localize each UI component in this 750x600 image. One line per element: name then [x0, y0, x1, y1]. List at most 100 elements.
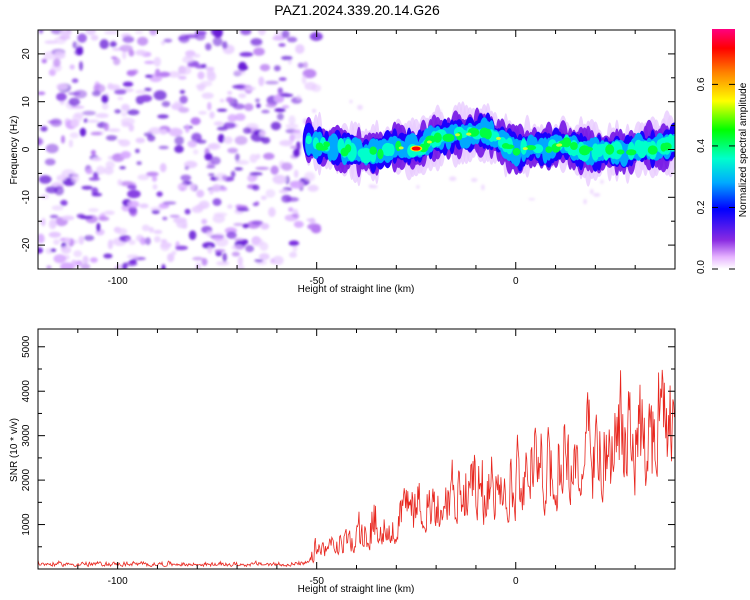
colorbar-tick-label: 0.0 [696, 260, 707, 274]
x-tick-label: -50 [309, 576, 324, 587]
noise-blob [234, 135, 248, 145]
noise-blob [245, 245, 255, 253]
signal-blob [323, 141, 330, 148]
noise-blob [60, 262, 74, 269]
noise-blob [277, 87, 283, 94]
noise-blob [270, 258, 275, 264]
noise-blob [135, 30, 144, 34]
noise-blob [212, 36, 223, 47]
noise-blob [157, 114, 169, 119]
noise-blob [121, 111, 128, 117]
noise-blob [179, 66, 192, 75]
noise-blob [259, 253, 270, 261]
noise-blob [209, 111, 215, 119]
noise-blob [296, 94, 302, 101]
noise-blob [135, 137, 146, 144]
noise-blob [174, 145, 184, 154]
noise-blob [45, 186, 58, 194]
noise-blob [289, 145, 298, 149]
snr-panel: -100 -50 0 1000 2000 3000 4000 5000 Height of s… [9, 328, 676, 595]
noise-blob [259, 130, 267, 137]
noise-blob [101, 102, 109, 110]
noise-blob [242, 223, 250, 229]
noise-blob [98, 216, 110, 221]
noise-blob [108, 128, 121, 132]
noise-blob [38, 91, 46, 96]
noise-blob [260, 195, 267, 200]
noise-blob [96, 165, 106, 175]
noise-blob [184, 166, 189, 170]
noise-blob [237, 256, 243, 266]
noise-blob [583, 198, 587, 205]
noise-blob [265, 189, 276, 198]
noise-blob [92, 90, 101, 97]
noise-blob [91, 157, 102, 161]
noise-blob [128, 239, 136, 245]
noise-blob [272, 255, 284, 266]
noise-blob [239, 52, 254, 57]
noise-blob [289, 134, 295, 142]
noise-blob [107, 155, 113, 160]
noise-blob [90, 131, 102, 136]
signal-blob [647, 145, 658, 155]
noise-blob [86, 119, 100, 123]
noise-blob [208, 173, 215, 177]
noise-blob [122, 36, 135, 43]
noise-blob [154, 236, 161, 243]
noise-blob [122, 81, 134, 87]
noise-blob [152, 184, 158, 190]
y-tick-label: -20 [21, 237, 32, 252]
colorbar-ticks: 0.0 0.2 0.4 0.6 [696, 77, 735, 274]
noise-blob [232, 84, 246, 89]
noise-blob [198, 111, 207, 115]
noise-blob [120, 181, 134, 187]
noise-blob [357, 104, 363, 110]
noise-blob [280, 93, 294, 98]
noise-blob [231, 251, 240, 257]
noise-blob [135, 89, 147, 94]
noise-blob [285, 123, 299, 129]
noise-blob [132, 69, 139, 75]
noise-blob [227, 204, 233, 209]
noise-blob [38, 138, 44, 146]
noise-blob [78, 235, 85, 245]
noise-blob [211, 235, 224, 241]
noise-blob [88, 208, 99, 213]
noise-blob [212, 214, 225, 224]
signal-blob [369, 146, 378, 155]
noise-blob [68, 92, 81, 96]
signal-highlight [556, 143, 562, 147]
noise-blob [297, 62, 304, 68]
snr-line [38, 369, 675, 568]
signal-blob [525, 145, 537, 151]
signal-highlight [398, 146, 404, 150]
snr-plot-area [38, 369, 675, 568]
noise-blob [289, 180, 304, 189]
noise-blob [193, 149, 199, 155]
y-tick-label: 3000 [21, 424, 32, 447]
noise-blob [240, 30, 252, 36]
noise-blob [69, 132, 79, 139]
noise-blob [161, 40, 166, 46]
noise-blob [216, 108, 228, 112]
colorbar-tick-label: 0.2 [696, 200, 707, 214]
noise-blob [151, 175, 158, 182]
noise-blob [289, 251, 297, 258]
noise-blob [103, 122, 110, 132]
noise-blob [288, 115, 296, 125]
noise-blob [76, 42, 81, 48]
noise-blob [127, 189, 141, 199]
noise-blob [251, 220, 264, 225]
noise-blob [117, 96, 124, 101]
noise-blob [227, 114, 238, 123]
noise-blob [135, 49, 147, 56]
noise-blob [265, 102, 277, 108]
noise-blob [223, 122, 236, 129]
noise-blob [307, 184, 319, 192]
noise-blob [113, 226, 121, 233]
noise-blob [201, 218, 208, 225]
noise-blob [288, 207, 294, 212]
noise-blob [60, 30, 72, 36]
